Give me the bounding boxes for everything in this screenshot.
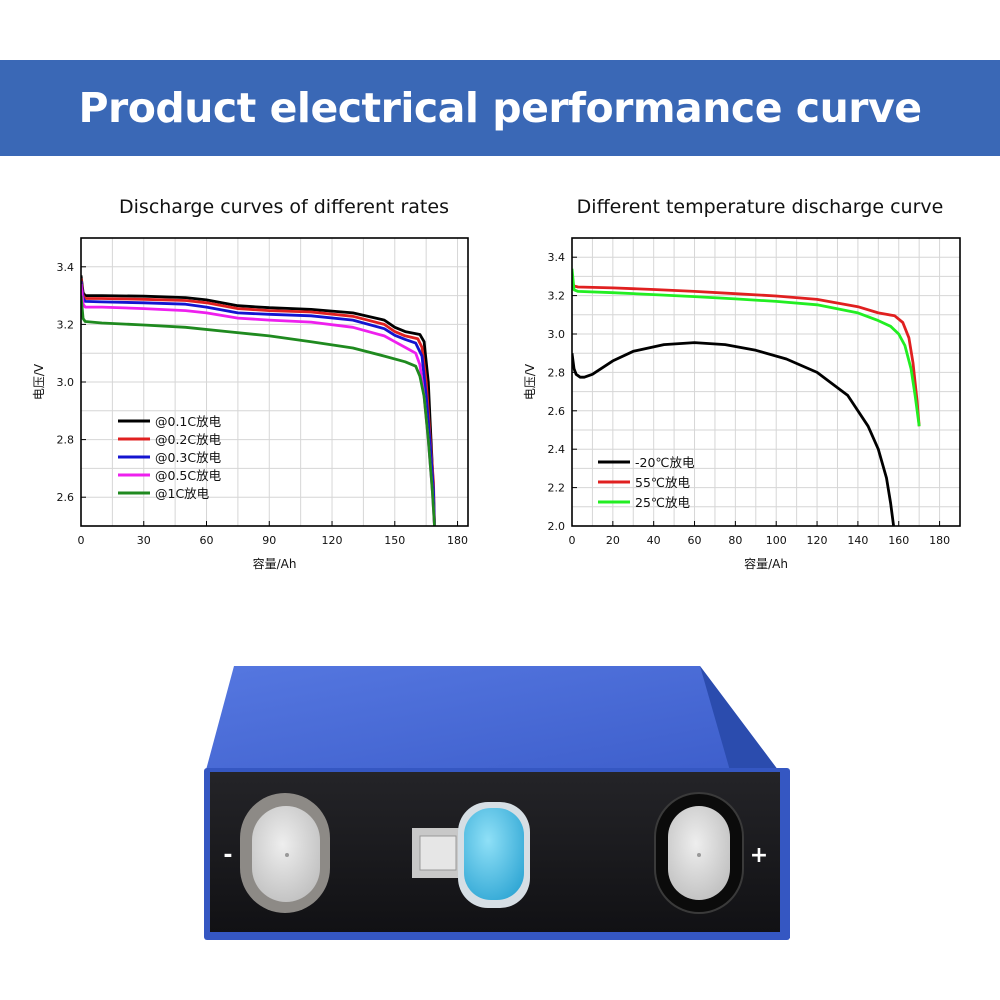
banner-title: Product electrical performance curve [78, 84, 922, 132]
rate-x-axis-label: 容量/Ah [253, 556, 297, 571]
temp-y-tick-label: 2.6 [548, 405, 566, 418]
chart1-title: Discharge curves of different rates [119, 196, 449, 218]
rate-legend-label-3: @0.5C放电 [155, 468, 222, 483]
temp-x-axis-label: 容量/Ah [744, 556, 788, 571]
temp-series-group [572, 268, 921, 526]
rate-x-tick-label: 180 [447, 534, 468, 547]
rate-series-line-2 [81, 281, 436, 526]
rate-series-group [81, 275, 436, 526]
rate-x-tick-label: 0 [78, 534, 85, 547]
temp-y-tick-label: 2.8 [548, 366, 566, 379]
temp-x-tick-label: 40 [647, 534, 661, 547]
rate-y-tick-label: 2.6 [57, 491, 75, 504]
temp-legend-label-1: 55℃放电 [635, 475, 690, 490]
rate-series-line-4 [81, 295, 436, 526]
temp-x-tick-label: 0 [569, 534, 576, 547]
positive-terminal-dot [697, 853, 701, 857]
rate-legend-label-2: @0.3C放电 [155, 450, 222, 465]
temp-x-tick-label: 180 [929, 534, 950, 547]
temp-y-tick-label: 2.4 [548, 443, 566, 456]
positive-symbol: + [750, 843, 768, 868]
temp-series-line-1 [572, 281, 921, 427]
temp-y-tick-label: 3.2 [548, 290, 566, 303]
temp-y-tick-label: 2.0 [548, 520, 566, 533]
rate-y-tick-label: 2.8 [57, 434, 75, 447]
negative-symbol: - [223, 843, 232, 868]
temp-y-axis-label: 电压/V [523, 363, 537, 400]
temp-x-tick-label: 60 [688, 534, 702, 547]
rate-x-tick-label: 90 [262, 534, 276, 547]
chart2-title: Different temperature discharge curve [576, 196, 944, 218]
safety-vent [464, 808, 524, 900]
rate-y-axis-label: 电压/V [32, 363, 46, 400]
temp-x-tick-label: 100 [766, 534, 787, 547]
temp-y-tick-label: 2.2 [548, 482, 566, 495]
rate-y-tick-label: 3.0 [57, 376, 75, 389]
rate-y-tick-label: 3.4 [57, 261, 75, 274]
temp-x-tick-label: 120 [807, 534, 828, 547]
temp-plot-frame [571, 237, 961, 527]
rate-x-tick-label: 60 [200, 534, 214, 547]
qr-code-icon [419, 835, 457, 871]
rate-legend-label-0: @0.1C放电 [155, 414, 222, 429]
rate-y-tick-label: 3.2 [57, 318, 75, 331]
temp-x-tick-label: 20 [606, 534, 620, 547]
negative-terminal-dot [285, 853, 289, 857]
temp-series-line-2 [572, 268, 921, 427]
title-banner: Product electrical performance curve [0, 60, 1000, 156]
temp-y-tick-label: 3.4 [548, 251, 566, 264]
rate-x-tick-label: 150 [384, 534, 405, 547]
rate-x-tick-label: 120 [322, 534, 343, 547]
temp-x-tick-label: 140 [847, 534, 868, 547]
temp-legend-label-0: -20℃放电 [635, 455, 695, 470]
rate-x-tick-label: 30 [137, 534, 151, 547]
rate-series-line-0 [81, 275, 436, 526]
battery-top-face [206, 666, 778, 770]
rate-legend-label-1: @0.2C放电 [155, 432, 222, 447]
rate-legend-label-4: @1C放电 [155, 486, 210, 501]
temp-legend-label-2: 25℃放电 [635, 495, 690, 510]
temp-x-tick-label: 80 [728, 534, 742, 547]
temp-y-tick-label: 3.0 [548, 328, 566, 341]
temp-series-line-0 [572, 341, 895, 526]
temp-x-tick-label: 160 [888, 534, 909, 547]
